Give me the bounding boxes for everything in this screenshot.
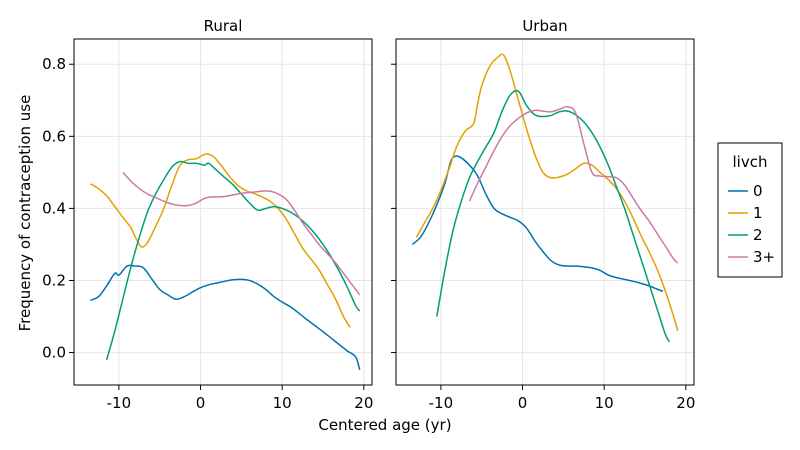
x-tick-label: 20 xyxy=(354,394,373,412)
x-tick-label: 20 xyxy=(676,394,695,412)
panel-frame xyxy=(73,38,373,386)
series-line-livch-0 xyxy=(411,155,664,292)
legend-label: 3+ xyxy=(753,248,775,266)
legend-label: 2 xyxy=(753,226,763,244)
panel-rural: Rural -10 0 10 20 0.0 0.2 0.4 0.6 0.8 xyxy=(42,17,373,412)
panel-frame xyxy=(395,38,695,386)
series-line-livch-1 xyxy=(415,53,679,332)
series-line-livch-2 xyxy=(105,160,361,360)
x-tick-label: 0 xyxy=(518,394,528,412)
x-tick-label: 0 xyxy=(196,394,206,412)
series-line-livch-3plus xyxy=(468,105,679,264)
legend: livch 0 1 2 3+ xyxy=(717,142,783,278)
panel-urban: Urban -10 0 10 20 xyxy=(391,17,695,412)
y-tick-label: 0.0 xyxy=(42,344,66,362)
series-line-livch-1 xyxy=(89,153,351,328)
y-tick-label: 0.8 xyxy=(42,55,66,73)
y-tick-label: 0.4 xyxy=(42,199,66,217)
y-tick-label: 0.2 xyxy=(42,271,66,289)
series-line-livch-2 xyxy=(436,89,671,343)
x-tick-label: 10 xyxy=(273,394,292,412)
panels: Rural -10 0 10 20 0.0 0.2 0.4 0.6 0.8 Urban -10 0 10 2… xyxy=(42,17,695,412)
panel-title: Urban xyxy=(522,17,567,35)
y-axis-label: Frequency of contraception use xyxy=(16,95,34,332)
x-tick-label: -10 xyxy=(429,394,454,412)
y-tick-label: 0.6 xyxy=(42,127,66,145)
series-line-livch-3plus xyxy=(122,171,361,296)
x-tick-label: -10 xyxy=(107,394,132,412)
legend-box xyxy=(717,142,783,278)
x-tick-label: 10 xyxy=(595,394,614,412)
legend-label: 1 xyxy=(753,204,763,222)
series-line-livch-0 xyxy=(90,264,361,371)
legend-title: livch xyxy=(733,153,768,171)
legend-label: 0 xyxy=(753,182,763,200)
x-axis-label: Centered age (yr) xyxy=(318,416,451,434)
panel-title: Rural xyxy=(204,17,243,35)
